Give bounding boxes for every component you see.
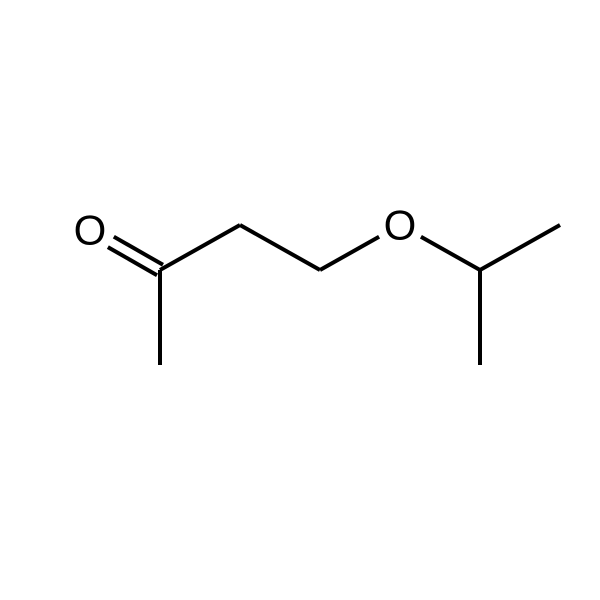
bond-line (160, 225, 240, 270)
atom-label-o: O (74, 207, 107, 254)
bond-line (114, 237, 163, 265)
molecule-diagram: OO (0, 0, 600, 600)
bond-line (421, 237, 480, 270)
atom-label-o: O (384, 202, 417, 249)
bond-line (320, 237, 379, 270)
bond-line (108, 247, 157, 275)
bond-line (480, 225, 560, 270)
bond-line (240, 225, 320, 270)
